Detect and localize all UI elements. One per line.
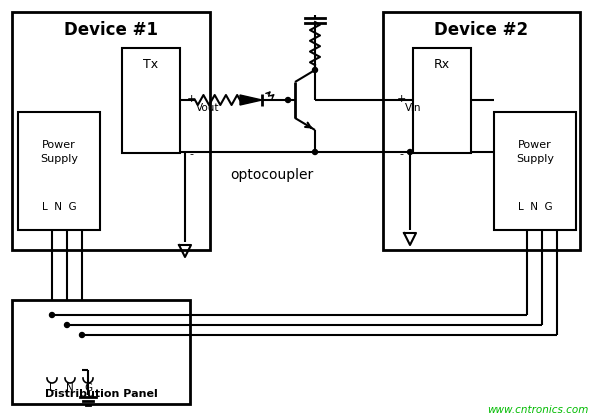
Text: Vout: Vout xyxy=(196,103,220,113)
Text: optocoupler: optocoupler xyxy=(230,168,314,182)
Circle shape xyxy=(65,323,69,327)
Text: Distribution Panel: Distribution Panel xyxy=(44,389,157,399)
Circle shape xyxy=(313,67,317,72)
Circle shape xyxy=(407,150,413,155)
Text: Device #2: Device #2 xyxy=(435,21,529,39)
Text: www.cntronics.com: www.cntronics.com xyxy=(487,405,588,415)
Text: Tx: Tx xyxy=(143,58,159,71)
Text: N: N xyxy=(66,383,74,393)
Text: G: G xyxy=(84,383,92,393)
Text: Vin: Vin xyxy=(405,103,422,113)
Text: Power
Supply: Power Supply xyxy=(516,140,554,163)
Circle shape xyxy=(79,332,85,337)
Text: L: L xyxy=(49,383,55,393)
Text: -: - xyxy=(189,149,193,159)
Circle shape xyxy=(313,150,317,155)
Text: Rx: Rx xyxy=(434,58,450,71)
Bar xyxy=(383,12,580,250)
Circle shape xyxy=(285,97,291,102)
Bar xyxy=(494,112,576,230)
Circle shape xyxy=(50,313,54,318)
Text: +: + xyxy=(396,94,406,104)
Bar xyxy=(122,48,180,153)
Text: -: - xyxy=(399,149,403,159)
Text: L  N  G: L N G xyxy=(517,202,552,212)
Text: L  N  G: L N G xyxy=(41,202,76,212)
Bar xyxy=(12,300,190,404)
Text: Device #1: Device #1 xyxy=(64,21,158,39)
Bar xyxy=(18,112,100,230)
Bar xyxy=(12,12,210,250)
Bar xyxy=(413,48,471,153)
Text: +: + xyxy=(186,94,196,104)
Polygon shape xyxy=(240,95,262,105)
Text: Power
Supply: Power Supply xyxy=(40,140,78,163)
